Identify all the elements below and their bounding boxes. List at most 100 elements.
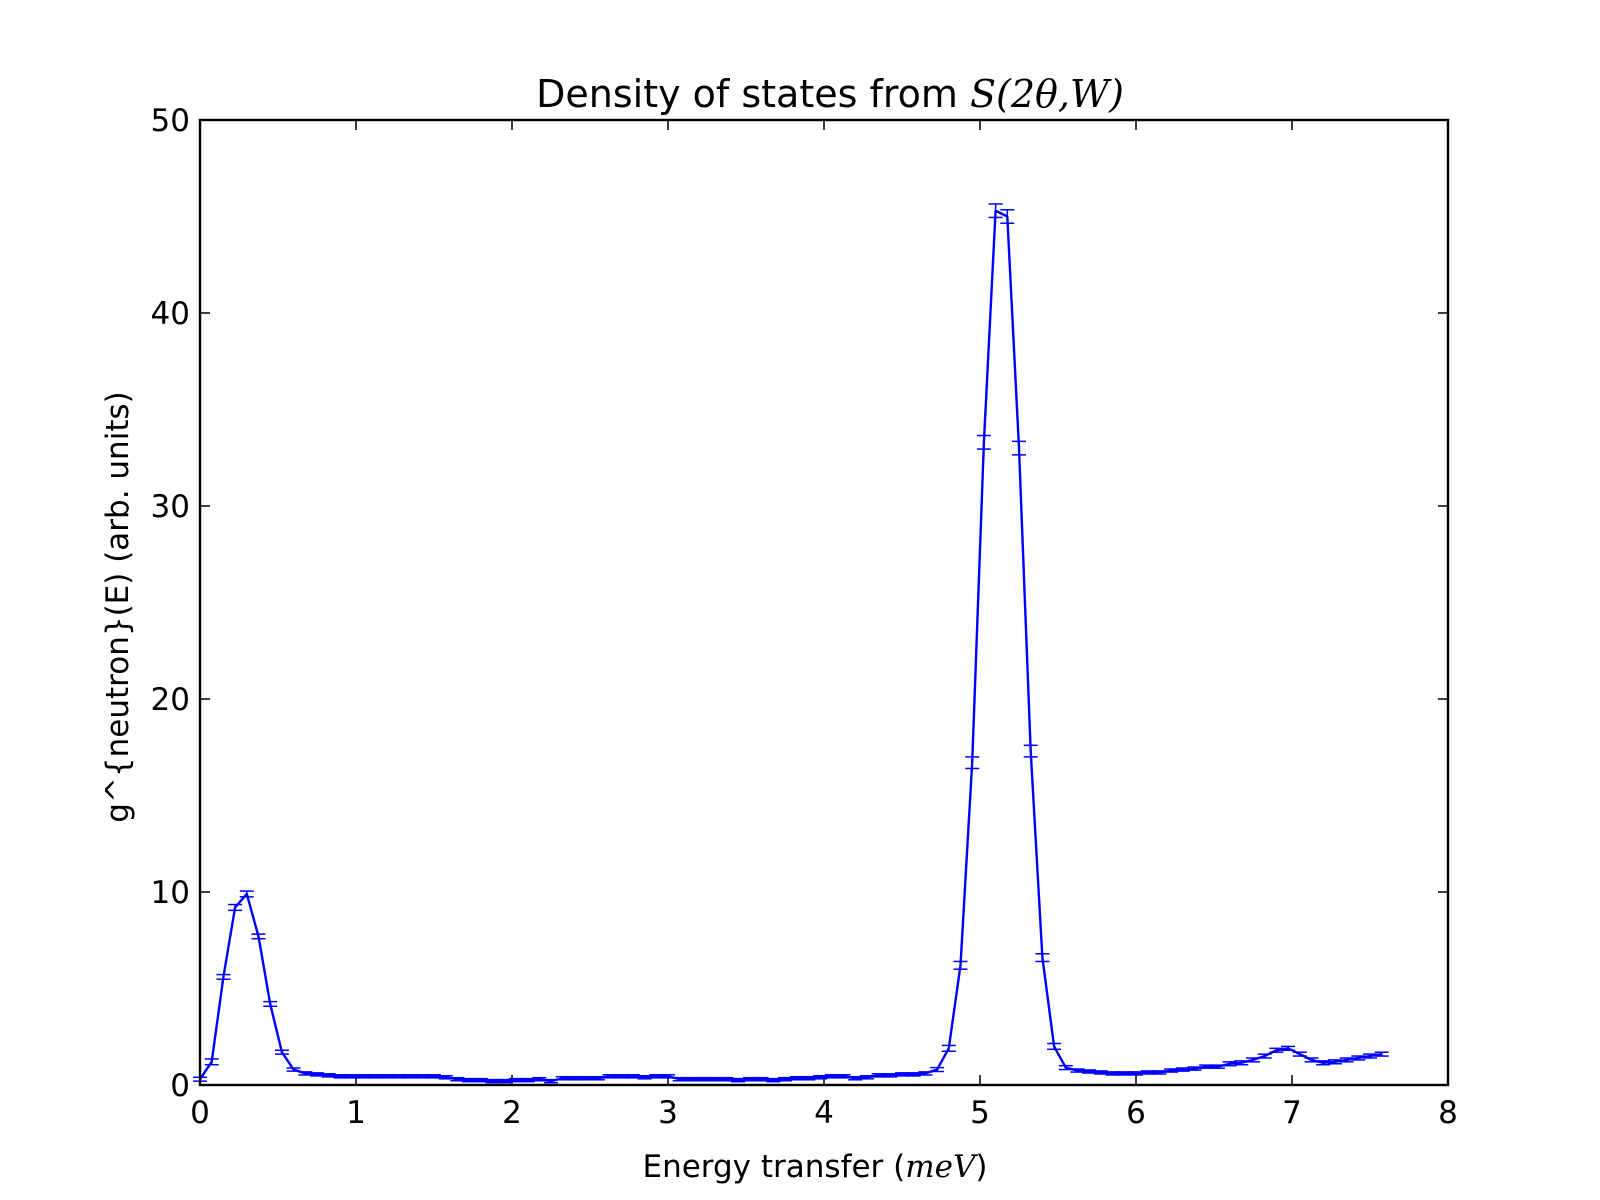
chart-title: Density of states from S(2θ,W) — [536, 72, 1124, 116]
errorbar — [848, 1075, 863, 1081]
errorbar — [286, 1067, 301, 1072]
errorbar — [766, 1077, 781, 1083]
errorbar — [965, 756, 980, 770]
errorbar — [567, 1075, 582, 1081]
errorbar — [696, 1076, 711, 1082]
errorbar — [1257, 1053, 1272, 1059]
errorbar — [497, 1078, 512, 1084]
errorbar — [415, 1074, 430, 1079]
errorbar — [555, 1075, 570, 1081]
errorbar — [345, 1074, 360, 1079]
errorbar — [1199, 1064, 1214, 1069]
errorbar — [508, 1077, 523, 1083]
y-tick-label: 30 — [151, 489, 190, 525]
errorbar — [1070, 1068, 1085, 1073]
tick-layer: 0 1 2 3 4 5 6 7 8 0 10 20 30 40 50 — [151, 103, 1458, 1131]
errorbar — [953, 960, 968, 970]
errorbar — [544, 1078, 558, 1084]
x-tick-label: 0 — [190, 1095, 210, 1131]
errorbar — [778, 1076, 792, 1082]
errorbar — [976, 434, 991, 450]
errorbar — [824, 1074, 839, 1079]
errorbar — [637, 1074, 652, 1080]
errorbar — [1012, 440, 1026, 456]
x-tick-label: 3 — [658, 1095, 678, 1131]
errorbar — [321, 1073, 336, 1078]
plot-frame — [198, 118, 1450, 1087]
errorbar — [263, 1000, 278, 1008]
errorbar — [1210, 1064, 1225, 1069]
errorbar — [895, 1072, 909, 1077]
errorbar — [1246, 1057, 1260, 1063]
errorbar — [462, 1077, 477, 1083]
errorbar — [1269, 1047, 1284, 1053]
errorbar — [1292, 1051, 1307, 1057]
errorbar — [310, 1072, 324, 1077]
errorbar — [1175, 1067, 1190, 1072]
x-tick-label: 5 — [970, 1095, 990, 1131]
errorbar — [1187, 1066, 1202, 1071]
errorbar — [1093, 1070, 1108, 1075]
errorbar — [801, 1075, 816, 1081]
errorbar — [1351, 1055, 1366, 1061]
y-tick-label: 40 — [151, 296, 190, 332]
errorbar — [590, 1075, 605, 1081]
errorbar — [661, 1074, 675, 1079]
errorbar — [707, 1076, 722, 1082]
errorbar — [485, 1078, 500, 1084]
errorbar — [579, 1075, 594, 1081]
errorbar — [1129, 1071, 1143, 1076]
errorbar — [649, 1074, 664, 1079]
errorbar — [216, 973, 231, 980]
errorbar — [731, 1077, 746, 1083]
errorbar — [380, 1074, 395, 1079]
errorbar — [1281, 1045, 1296, 1052]
errorbar — [813, 1074, 828, 1080]
errorbar — [859, 1074, 874, 1080]
errorbar — [274, 1049, 289, 1055]
y-tick-label: 50 — [151, 103, 190, 139]
errorbar — [438, 1074, 453, 1080]
errorbar — [520, 1077, 535, 1083]
x-tick-label: 6 — [1126, 1095, 1146, 1131]
errorbar — [906, 1072, 921, 1077]
errorbar — [333, 1074, 348, 1079]
errorbar — [403, 1074, 418, 1079]
y-axis-label: g^{neutron}(E) (arb. units) — [100, 391, 136, 822]
x-tick-label: 7 — [1282, 1095, 1302, 1131]
errorbar — [754, 1076, 769, 1082]
errorbar — [836, 1074, 851, 1079]
errorbar — [988, 203, 1003, 219]
errorbar — [1222, 1061, 1237, 1067]
errorbar — [356, 1074, 371, 1079]
x-tick-label: 2 — [502, 1095, 522, 1131]
x-tick-label: 1 — [346, 1095, 366, 1131]
errorbar — [1164, 1068, 1179, 1073]
chart-title-math: S(2θ,W) — [970, 72, 1124, 116]
errorbar — [719, 1076, 734, 1082]
errorbar — [1374, 1051, 1389, 1057]
errorbar — [1000, 208, 1015, 225]
chart-title-text: Density of states from — [536, 72, 970, 116]
x-axis-label-math: meV — [905, 1149, 979, 1185]
errorbar — [1058, 1064, 1073, 1071]
errorbar — [251, 933, 266, 940]
x-axis-label-text: Energy transfer ( — [642, 1149, 905, 1185]
errorbar — [450, 1076, 465, 1082]
series-line — [199, 209, 1382, 1083]
x-tick-label: 8 — [1438, 1095, 1458, 1131]
y-tick-label: 10 — [151, 875, 190, 911]
errorbar — [941, 1044, 956, 1052]
y-tick-label: 0 — [170, 1068, 190, 1104]
errorbar — [684, 1076, 699, 1082]
errorbar — [1316, 1060, 1331, 1066]
errorbar — [789, 1075, 804, 1081]
errorbar — [930, 1066, 945, 1073]
errorbar — [1140, 1070, 1155, 1075]
errorbar — [427, 1074, 441, 1079]
errorbar — [1117, 1071, 1132, 1076]
x-axis-label: Energy transfer (meV) — [642, 1149, 987, 1185]
errorbar — [1047, 1042, 1062, 1051]
errorbar — [1152, 1070, 1167, 1075]
